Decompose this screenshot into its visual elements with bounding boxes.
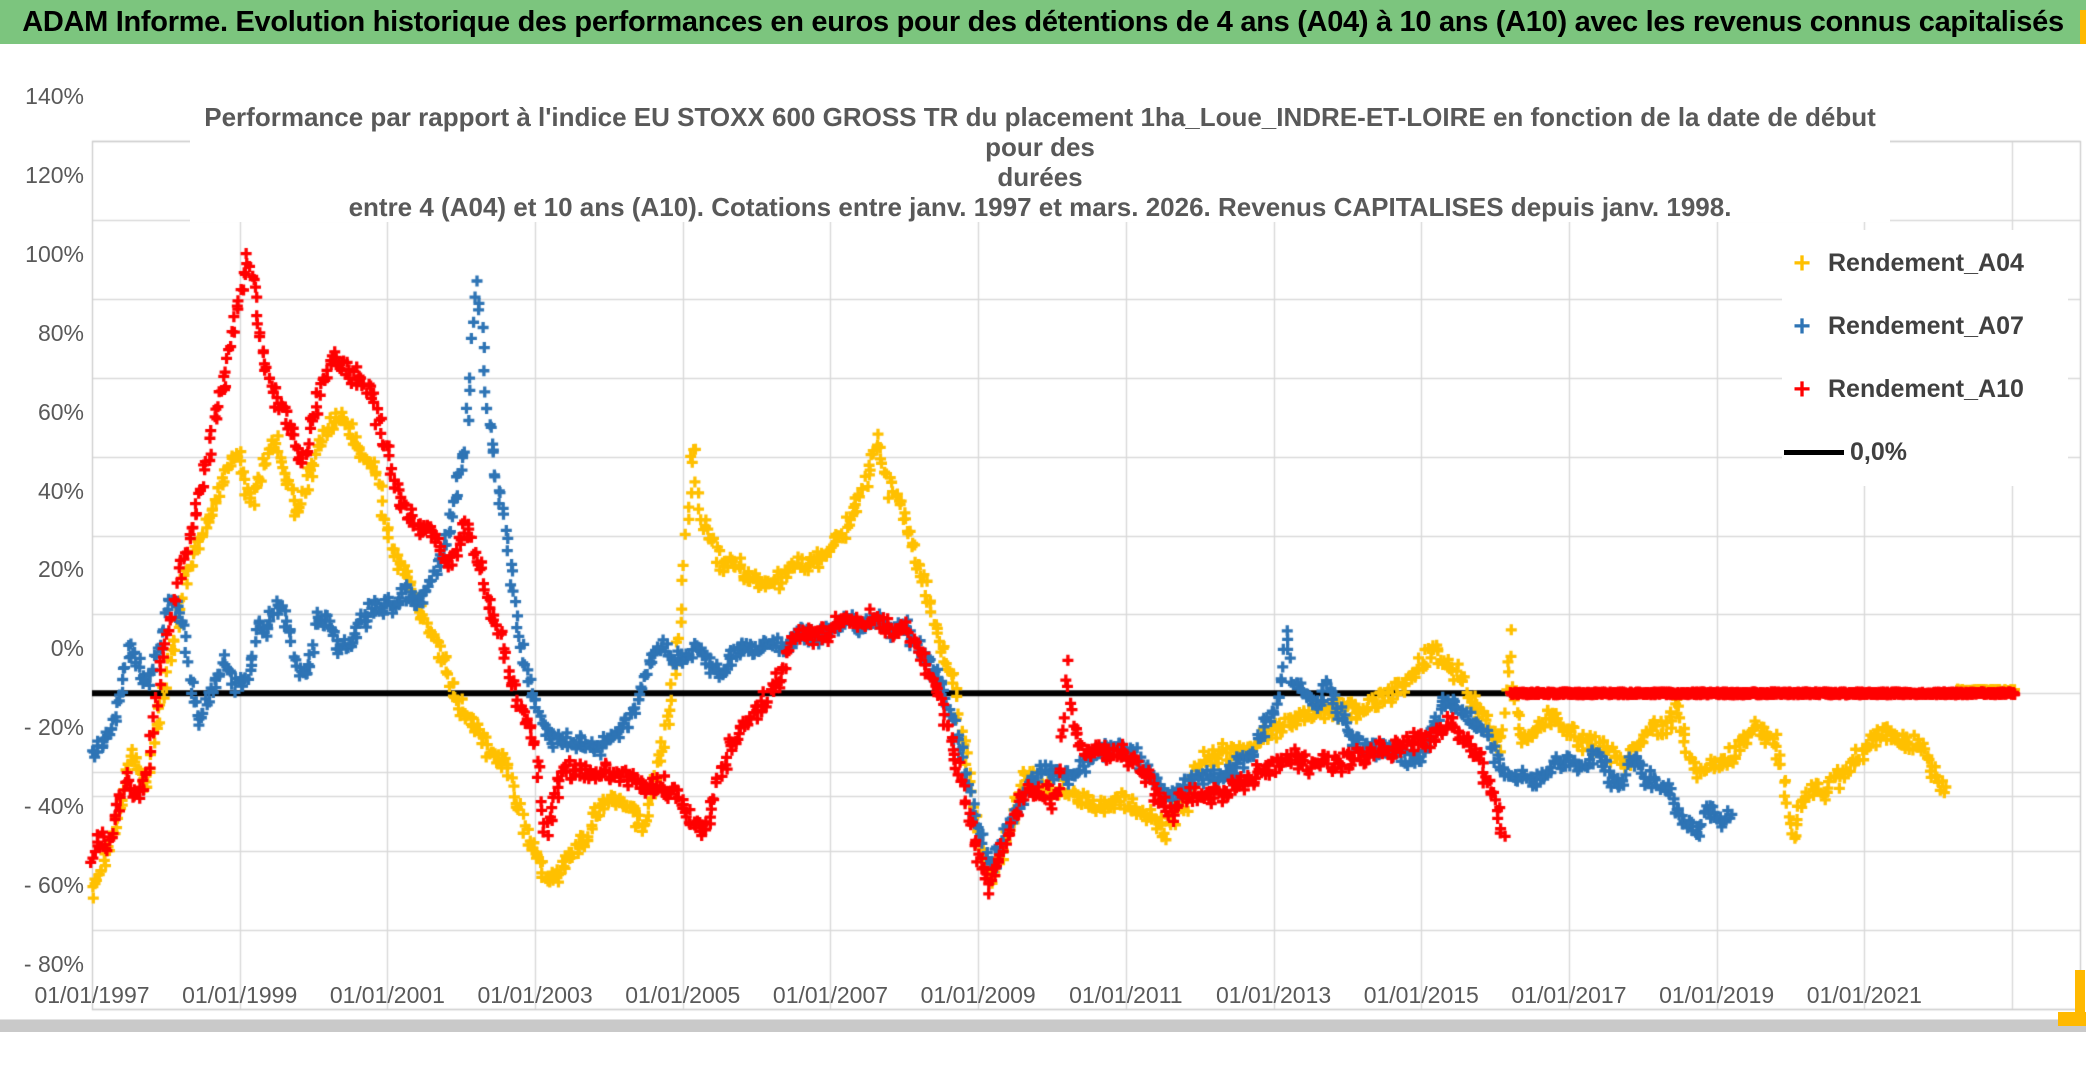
plus-marker-icon: +	[1793, 246, 1811, 280]
legend-label: Rendement_A10	[1828, 375, 2024, 403]
chart-title-line-1: Performance par rapport à l'indice EU ST…	[204, 102, 1876, 162]
x-tick-label: 01/01/2011	[1069, 982, 1183, 1008]
chart-title-line-3: entre 4 (A04) et 10 ans (A10). Cotations…	[348, 192, 1732, 222]
legend-label: Rendement_A04	[1828, 249, 2024, 277]
x-tick-label: 01/01/2001	[329, 982, 445, 1008]
x-tick-label: 01/01/1997	[34, 982, 150, 1008]
chart-legend: + Rendement_A04 + Rendement_A07 + Rendem…	[1782, 230, 2068, 486]
zero-line-swatch-icon	[1784, 450, 1844, 455]
plus-marker-icon: +	[1793, 372, 1811, 406]
bottom-window-strip	[0, 1019, 2086, 1032]
x-tick-label: 01/01/2019	[1659, 982, 1775, 1008]
x-tick-label: 01/01/1999	[182, 982, 298, 1008]
chart-title-line-2: durées	[997, 162, 1083, 192]
y-tick-label: - 20%	[23, 714, 84, 741]
report-title-bar: ADAM Informe. Evolution historique des p…	[0, 0, 2086, 44]
legend-label: Rendement_A07	[1828, 312, 2024, 340]
legend-item-rendement-a04: + Rendement_A04	[1782, 232, 2068, 295]
x-tick-label: 01/01/2009	[920, 982, 1036, 1008]
x-tick-label: 01/01/2013	[1216, 982, 1332, 1008]
y-tick-label: - 60%	[23, 872, 84, 899]
performance-chart: Performance par rapport à l'indice EU ST…	[0, 44, 2086, 1075]
y-tick-label: 120%	[25, 161, 84, 188]
x-tick-label: 01/01/2017	[1511, 982, 1627, 1008]
y-tick-label: 20%	[37, 556, 84, 583]
y-tick-label: 80%	[37, 319, 84, 346]
y-tick-label: - 80%	[23, 951, 84, 977]
y-tick-label: 0%	[50, 635, 84, 662]
y-tick-label: 100%	[25, 240, 84, 267]
x-tick-label: 01/01/2003	[477, 982, 593, 1008]
y-tick-label: 40%	[37, 477, 84, 504]
x-tick-label: 01/01/2007	[772, 982, 889, 1008]
plus-marker-icon: +	[1793, 309, 1811, 343]
x-tick-label: 01/01/2005	[625, 982, 741, 1008]
slide-accent-corner-horizontal	[2058, 1012, 2086, 1026]
y-tick-label: - 40%	[23, 793, 84, 820]
y-tick-label: 60%	[37, 398, 84, 425]
chart-title: Performance par rapport à l'indice EU ST…	[190, 102, 1890, 222]
x-tick-label: 01/01/2015	[1363, 982, 1479, 1008]
legend-item-rendement-a07: + Rendement_A07	[1782, 295, 2068, 358]
x-tick-label: 01/01/2021	[1806, 982, 1922, 1008]
slide-accent-corner-vertical	[2075, 970, 2085, 1018]
legend-item-zero-line: 0,0%	[1782, 421, 2068, 484]
legend-label: 0,0%	[1850, 438, 1907, 466]
legend-item-rendement-a10: + Rendement_A10	[1782, 358, 2068, 421]
slide-accent-top-right	[2080, 10, 2086, 44]
y-tick-label: 140%	[25, 83, 84, 109]
